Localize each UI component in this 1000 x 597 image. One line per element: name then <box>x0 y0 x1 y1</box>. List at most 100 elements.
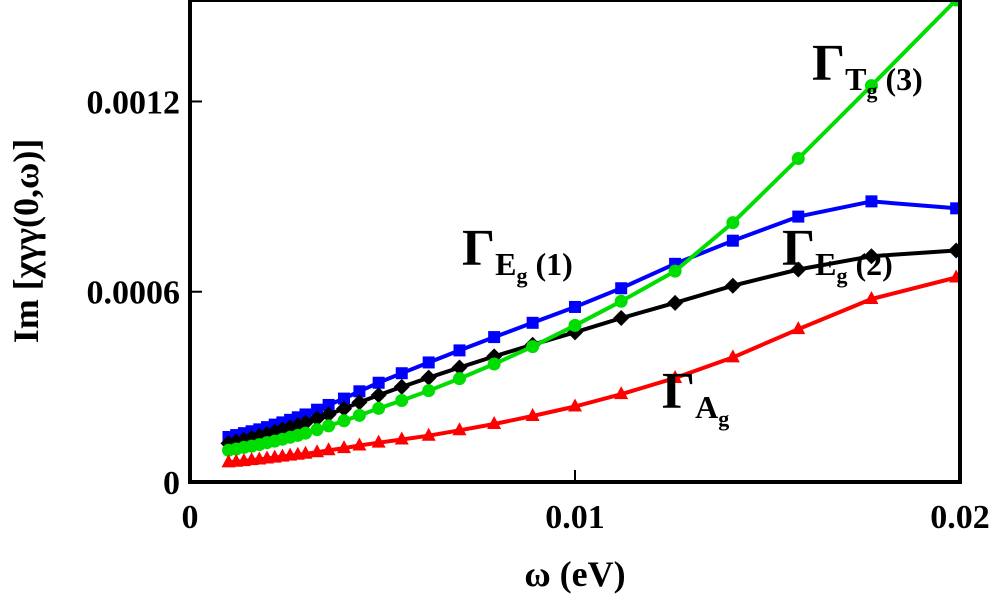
data-point <box>865 195 878 208</box>
data-point <box>568 398 582 412</box>
data-point <box>338 392 350 405</box>
data-point <box>453 344 466 357</box>
data-point <box>336 400 352 417</box>
data-point <box>310 444 325 458</box>
curve-label: ΓEg (2) <box>782 220 893 288</box>
data-point <box>337 414 351 428</box>
curve-label: ΓEg (1) <box>462 220 573 288</box>
data-point <box>790 261 807 278</box>
x-tick-label: 0 <box>182 499 199 536</box>
curve-label-sub: E <box>495 246 516 282</box>
data-point <box>421 427 436 441</box>
curve-label-subsub: g <box>516 263 527 288</box>
curve-labels: ΓTg (3)ΓEg (1) ΓEg (2)ΓAg <box>462 35 923 431</box>
y-tick-label: 0.0012 <box>87 84 181 121</box>
series-circle <box>222 0 960 457</box>
curve-label-main: Γ <box>812 35 845 92</box>
data-point <box>726 234 739 247</box>
tick-labels: 0 0.01 0.02 0 0.0006 0.0012 <box>87 84 990 536</box>
data-point <box>351 394 368 411</box>
curve-label-main: Γ <box>782 220 815 277</box>
data-point <box>452 422 467 436</box>
y-axis-title: Im [χγγ(0,ω)] <box>6 139 46 344</box>
data-point <box>422 384 436 398</box>
data-point <box>393 378 410 395</box>
curve-label-suffix: (3) <box>885 61 922 97</box>
curve-label-suffix: (2) <box>855 246 892 282</box>
data-point <box>613 310 630 327</box>
data-point <box>614 294 628 308</box>
curve-label-suffix: (1) <box>535 246 572 282</box>
data-point <box>614 386 629 400</box>
data-point <box>725 349 740 363</box>
data-point <box>321 442 336 456</box>
series-triangle <box>221 269 960 468</box>
data-point <box>488 331 501 344</box>
data-point <box>310 423 324 437</box>
data-point <box>526 340 540 354</box>
curve-label: ΓTg (3) <box>812 35 923 103</box>
data-point <box>726 216 740 230</box>
data-point <box>322 398 335 411</box>
data-point <box>370 387 387 404</box>
data-point <box>791 321 806 335</box>
series-square <box>222 195 960 443</box>
data-point <box>864 79 878 93</box>
data-point <box>352 408 366 422</box>
data-point <box>453 372 466 386</box>
curve-label-subsub: g <box>866 78 877 103</box>
data-point <box>949 269 960 283</box>
data-point <box>353 385 366 398</box>
data-point <box>792 210 805 223</box>
data-point <box>724 277 741 294</box>
data-point <box>372 401 386 415</box>
data-point <box>569 300 581 313</box>
curve-label-sub: A <box>695 389 718 425</box>
series-layer <box>220 0 960 468</box>
data-point <box>451 359 468 376</box>
curve-label: ΓAg <box>662 363 729 431</box>
data-point <box>525 408 540 422</box>
data-point <box>668 264 682 278</box>
series-line <box>228 275 957 465</box>
data-point <box>371 434 386 448</box>
data-point <box>352 437 367 451</box>
data-point <box>568 318 582 332</box>
data-point <box>420 369 437 386</box>
curve-label-subsub: g <box>836 263 847 288</box>
data-point <box>667 294 684 311</box>
data-point <box>372 376 385 389</box>
y-tick-label: 0.0006 <box>87 275 181 312</box>
data-point <box>526 316 539 329</box>
x-axis-title: ω (eV) <box>524 554 625 594</box>
curve-label-main: Γ <box>662 363 695 420</box>
curve-label-subsub: g <box>718 406 729 431</box>
data-point <box>668 369 683 383</box>
data-point <box>395 394 409 408</box>
data-point <box>864 291 879 305</box>
x-tick-label: 0.02 <box>930 499 990 536</box>
curve-label-sub: T <box>845 61 866 97</box>
x-tick-label: 0.01 <box>545 499 605 536</box>
data-point <box>863 248 880 265</box>
data-point <box>950 202 960 215</box>
series-diamond <box>220 242 960 452</box>
data-point <box>299 426 312 440</box>
data-point <box>311 403 324 416</box>
data-point <box>298 445 313 459</box>
y-tick-label: 0 <box>163 465 180 502</box>
data-point <box>322 419 336 433</box>
data-point <box>394 431 409 445</box>
data-point <box>948 242 960 259</box>
data-point <box>615 282 628 295</box>
data-point <box>487 415 502 429</box>
data-point <box>791 152 805 166</box>
data-point <box>395 367 408 380</box>
data-point <box>422 356 435 369</box>
data-point <box>337 440 351 454</box>
data-point <box>299 408 312 421</box>
curve-label-sub: E <box>815 246 836 282</box>
data-point <box>320 406 337 423</box>
curve-label-main: Γ <box>462 220 495 277</box>
